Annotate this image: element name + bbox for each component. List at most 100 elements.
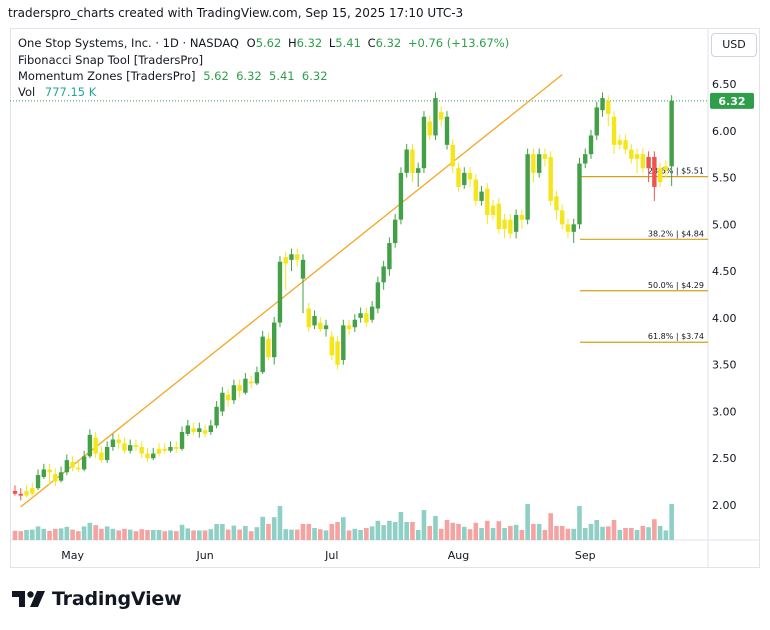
candle-body[interactable]: [490, 205, 496, 215]
candle-body[interactable]: [185, 425, 190, 434]
candle-body[interactable]: [352, 319, 358, 328]
candle-body[interactable]: [583, 154, 588, 164]
candle-body[interactable]: [416, 168, 421, 173]
candle-body[interactable]: [606, 100, 611, 114]
candle-body[interactable]: [508, 219, 513, 234]
candle-body[interactable]: [329, 336, 334, 356]
candle-body[interactable]: [168, 446, 173, 451]
candle-body[interactable]: [191, 428, 196, 433]
candle-body[interactable]: [300, 259, 306, 279]
candle-body[interactable]: [289, 254, 294, 260]
candle-body[interactable]: [519, 214, 525, 220]
candle-body[interactable]: [323, 325, 329, 330]
candle-body[interactable]: [577, 163, 582, 225]
candle-body[interactable]: [450, 144, 455, 167]
candle-body[interactable]: [456, 168, 461, 187]
candle-body[interactable]: [513, 214, 519, 232]
candle-body[interactable]: [594, 107, 599, 136]
candle-body[interactable]: [392, 219, 398, 244]
trend-line[interactable]: [20, 74, 563, 508]
candle-body[interactable]: [12, 490, 18, 494]
candle-body[interactable]: [179, 432, 185, 449]
currency-button[interactable]: USD: [711, 33, 757, 57]
candle-body[interactable]: [657, 168, 663, 183]
candle-body[interactable]: [381, 266, 386, 283]
candle-body[interactable]: [387, 243, 392, 270]
candle-body[interactable]: [335, 341, 340, 365]
candle-body[interactable]: [156, 448, 162, 454]
candle-body[interactable]: [341, 325, 346, 360]
candle-body[interactable]: [18, 493, 23, 496]
candle-body[interactable]: [174, 446, 179, 449]
candle-body[interactable]: [467, 172, 473, 180]
candle-body[interactable]: [560, 210, 565, 225]
candle-body[interactable]: [24, 490, 29, 496]
candle-body[interactable]: [104, 446, 110, 461]
candle-body[interactable]: [162, 448, 167, 451]
candle-body[interactable]: [485, 188, 490, 215]
candle-body[interactable]: [208, 425, 214, 433]
candle-body[interactable]: [231, 385, 237, 401]
candle-body[interactable]: [369, 306, 375, 320]
candle-body[interactable]: [58, 472, 64, 481]
candle-body[interactable]: [571, 224, 576, 232]
candle-body[interactable]: [427, 121, 432, 136]
legend-fib-tool[interactable]: Fibonacci Snap Tool [TradersPro]: [18, 53, 204, 67]
candle-body[interactable]: [225, 394, 231, 401]
candle-body[interactable]: [35, 475, 41, 489]
candle-body[interactable]: [600, 98, 605, 111]
candle-body[interactable]: [554, 196, 559, 211]
candle-body[interactable]: [295, 254, 300, 260]
candle-body[interactable]: [421, 116, 427, 169]
candle-body[interactable]: [462, 172, 467, 186]
candle-body[interactable]: [53, 474, 58, 482]
candle-body[interactable]: [629, 149, 634, 159]
candle-body[interactable]: [214, 406, 219, 426]
candle-body[interactable]: [565, 224, 571, 232]
candle-body[interactable]: [283, 257, 288, 264]
candle-body[interactable]: [248, 381, 254, 384]
candle-body[interactable]: [346, 325, 352, 330]
tradingview-logo[interactable]: TradingView: [12, 588, 182, 610]
candle-body[interactable]: [81, 456, 87, 470]
candle-body[interactable]: [306, 308, 311, 328]
candle-body[interactable]: [312, 316, 317, 326]
candle-body[interactable]: [272, 322, 277, 358]
candle-body[interactable]: [110, 439, 116, 447]
candle-body[interactable]: [398, 172, 404, 220]
candle-body[interactable]: [646, 156, 651, 169]
candle-body[interactable]: [145, 453, 150, 459]
candle-body[interactable]: [76, 467, 81, 470]
price-chart[interactable]: 6.50 6.00 5.50 5.00 4.50 4.00 3.50 3.00 2.50 2.00…: [10, 28, 760, 568]
candle-body[interactable]: [404, 149, 409, 173]
candle-body[interactable]: [318, 322, 323, 330]
candle-body[interactable]: [30, 488, 35, 494]
candle-body[interactable]: [433, 98, 438, 136]
candle-body[interactable]: [542, 154, 548, 159]
candle-body[interactable]: [479, 191, 484, 201]
candle-body[interactable]: [548, 156, 553, 201]
candle-body[interactable]: [502, 219, 507, 230]
candle-body[interactable]: [151, 453, 156, 459]
candle-body[interactable]: [64, 460, 70, 473]
candle-body[interactable]: [536, 154, 542, 173]
candle-body[interactable]: [70, 461, 75, 468]
candle-body[interactable]: [617, 140, 622, 145]
candle-body[interactable]: [525, 154, 530, 220]
candle-body[interactable]: [260, 336, 265, 373]
candle-body[interactable]: [652, 156, 657, 187]
legend-volume-line[interactable]: Vol 777.15 K: [18, 85, 96, 99]
candle-body[interactable]: [669, 100, 674, 167]
candle-body[interactable]: [197, 428, 202, 433]
candle-body[interactable]: [444, 116, 450, 145]
candle-body[interactable]: [122, 443, 127, 451]
candle-body[interactable]: [254, 372, 260, 384]
candle-body[interactable]: [220, 392, 225, 412]
candle-body[interactable]: [496, 203, 502, 230]
candle-body[interactable]: [588, 135, 594, 155]
candle-body[interactable]: [611, 116, 617, 145]
candle-body[interactable]: [266, 338, 271, 358]
candle-body[interactable]: [128, 445, 133, 451]
candle-body[interactable]: [116, 439, 121, 444]
candle-body[interactable]: [634, 154, 640, 159]
